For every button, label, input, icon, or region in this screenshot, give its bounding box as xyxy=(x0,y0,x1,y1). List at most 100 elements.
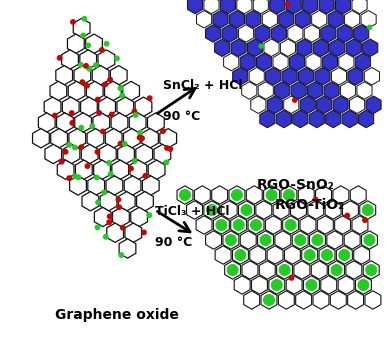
Polygon shape xyxy=(354,246,370,264)
Polygon shape xyxy=(129,113,146,132)
Polygon shape xyxy=(336,246,352,264)
Circle shape xyxy=(104,42,109,46)
Polygon shape xyxy=(315,67,330,85)
Polygon shape xyxy=(341,82,356,99)
Polygon shape xyxy=(311,261,327,279)
Polygon shape xyxy=(354,25,369,42)
Polygon shape xyxy=(273,201,289,219)
Polygon shape xyxy=(267,96,282,114)
Circle shape xyxy=(73,145,77,150)
Polygon shape xyxy=(313,291,329,309)
Polygon shape xyxy=(286,276,302,294)
Polygon shape xyxy=(324,82,339,99)
Circle shape xyxy=(97,111,102,115)
Circle shape xyxy=(118,141,123,146)
Polygon shape xyxy=(337,25,352,42)
Polygon shape xyxy=(252,276,267,294)
Polygon shape xyxy=(298,186,314,204)
Circle shape xyxy=(250,219,261,231)
Circle shape xyxy=(96,200,100,204)
Polygon shape xyxy=(330,291,346,309)
Circle shape xyxy=(306,279,317,291)
Circle shape xyxy=(81,33,85,38)
Polygon shape xyxy=(355,53,370,71)
Circle shape xyxy=(358,279,369,291)
Polygon shape xyxy=(277,261,292,279)
Polygon shape xyxy=(326,110,341,128)
Polygon shape xyxy=(270,0,285,14)
Polygon shape xyxy=(107,223,123,242)
Polygon shape xyxy=(298,67,314,85)
Polygon shape xyxy=(359,110,374,128)
Polygon shape xyxy=(264,39,279,57)
Polygon shape xyxy=(136,192,153,211)
Polygon shape xyxy=(44,97,61,116)
Polygon shape xyxy=(81,97,97,116)
Polygon shape xyxy=(262,11,278,28)
Polygon shape xyxy=(271,25,287,42)
Circle shape xyxy=(260,235,271,245)
Circle shape xyxy=(138,135,142,140)
Circle shape xyxy=(73,174,77,178)
Polygon shape xyxy=(256,53,272,71)
Circle shape xyxy=(103,235,108,239)
Circle shape xyxy=(95,225,100,230)
Text: SnCl₂ + HCl: SnCl₂ + HCl xyxy=(163,79,243,92)
Circle shape xyxy=(103,82,107,87)
Polygon shape xyxy=(247,39,263,57)
Circle shape xyxy=(138,131,142,135)
Circle shape xyxy=(80,80,85,84)
Polygon shape xyxy=(238,201,254,219)
Polygon shape xyxy=(118,144,134,164)
Circle shape xyxy=(180,190,191,200)
Polygon shape xyxy=(204,201,220,219)
Circle shape xyxy=(107,220,111,224)
Circle shape xyxy=(84,64,88,68)
Polygon shape xyxy=(265,216,281,234)
Circle shape xyxy=(366,264,377,276)
Polygon shape xyxy=(177,186,193,204)
Polygon shape xyxy=(63,144,80,164)
Polygon shape xyxy=(94,160,111,179)
Polygon shape xyxy=(325,201,341,219)
Circle shape xyxy=(225,235,236,245)
Polygon shape xyxy=(220,0,236,14)
Polygon shape xyxy=(285,246,300,264)
Polygon shape xyxy=(229,11,245,28)
Polygon shape xyxy=(335,216,350,234)
Circle shape xyxy=(94,63,98,67)
Polygon shape xyxy=(240,231,256,249)
Polygon shape xyxy=(319,0,334,14)
Polygon shape xyxy=(187,0,203,14)
Polygon shape xyxy=(111,65,127,85)
Polygon shape xyxy=(264,186,279,204)
Polygon shape xyxy=(246,11,261,28)
Polygon shape xyxy=(229,186,245,204)
Polygon shape xyxy=(238,25,254,42)
Polygon shape xyxy=(51,128,67,148)
Polygon shape xyxy=(328,11,343,28)
Polygon shape xyxy=(300,96,315,114)
Circle shape xyxy=(60,159,64,164)
Circle shape xyxy=(143,174,147,178)
Circle shape xyxy=(142,230,146,235)
Circle shape xyxy=(140,136,144,140)
Circle shape xyxy=(331,264,342,276)
Polygon shape xyxy=(130,160,147,179)
Polygon shape xyxy=(62,97,79,116)
Circle shape xyxy=(345,213,349,218)
Polygon shape xyxy=(291,82,306,99)
Polygon shape xyxy=(106,176,123,195)
Circle shape xyxy=(79,63,83,67)
Polygon shape xyxy=(333,96,348,114)
Circle shape xyxy=(64,149,68,154)
Polygon shape xyxy=(68,81,85,101)
Polygon shape xyxy=(288,25,303,42)
Circle shape xyxy=(90,124,94,128)
Polygon shape xyxy=(212,186,228,204)
Circle shape xyxy=(147,96,152,100)
Polygon shape xyxy=(322,53,338,71)
Circle shape xyxy=(82,17,87,21)
Circle shape xyxy=(120,93,124,98)
Circle shape xyxy=(241,204,252,216)
